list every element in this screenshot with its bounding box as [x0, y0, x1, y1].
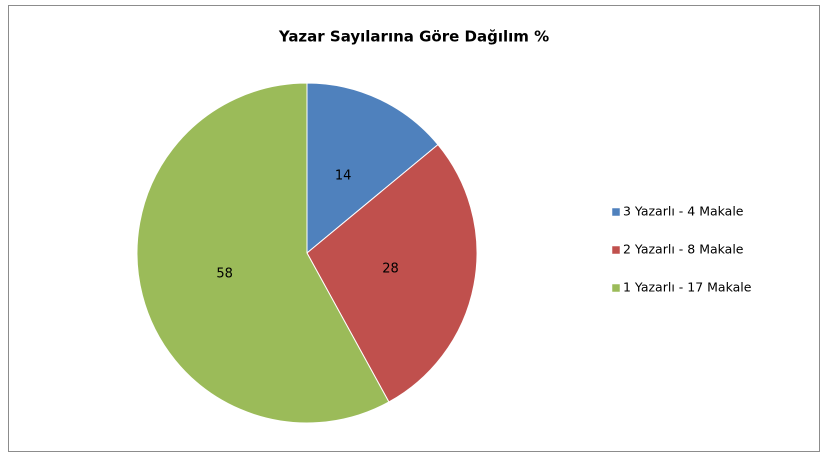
- legend-swatch: [611, 283, 621, 293]
- legend-swatch: [611, 245, 621, 255]
- value-label: 14: [335, 169, 352, 184]
- legend-swatch: [611, 207, 621, 217]
- value-label: 58: [216, 267, 233, 282]
- legend-label: 1 Yazarlı - 17 Makale: [623, 280, 752, 295]
- legend-label: 3 Yazarlı - 4 Makale: [623, 204, 744, 219]
- pie-slice: [136, 82, 390, 424]
- chart-title: Yazar Sayılarına Göre Dağılım %: [278, 28, 549, 46]
- pie-slice: [306, 82, 439, 255]
- value-label: 28: [382, 261, 399, 276]
- legend-label: 2 Yazarlı - 8 Makale: [623, 242, 744, 257]
- pie-slice: [306, 143, 478, 403]
